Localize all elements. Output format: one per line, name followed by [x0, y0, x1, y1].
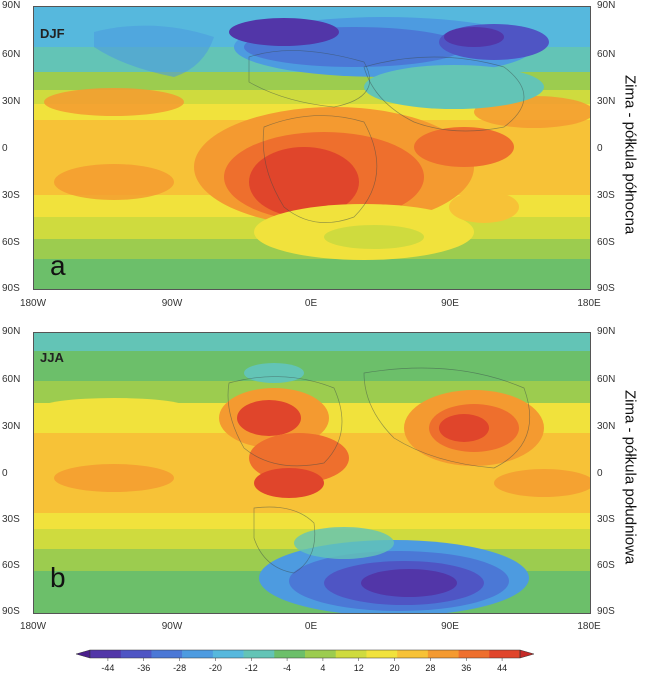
colorbar: -44 -36 -28 -20 -12 -4 4 12 20 28 36 44: [60, 648, 550, 676]
lat-label-left: 90S: [2, 283, 20, 294]
lat-label-left: 30N: [2, 421, 21, 432]
lat-label-right: 90S: [597, 606, 615, 617]
lon-label: 90W: [161, 621, 183, 632]
colorbar-segment: [335, 650, 367, 658]
side-title-a-text: Zima - półkula północna: [621, 75, 639, 235]
colorbar-tick-label: 36: [461, 663, 471, 673]
colorbar-segment: [151, 650, 183, 658]
season-label-djf: DJF: [40, 26, 65, 41]
colorbar-tick-label: -12: [245, 663, 258, 673]
colorbar-tick-label: -4: [283, 663, 291, 673]
lon-label: 90W: [161, 298, 183, 309]
colorbar-segment: [243, 650, 275, 658]
panel-a-djf: DJF a 90N 60N 30N 0 30S 60S 90S 90N 60N …: [0, 0, 650, 320]
lat-label-right: 60S: [597, 560, 615, 571]
panel-b-jja: JJA b 90N 60N 30N 0 30S 60S 90S 90N 60N …: [0, 322, 650, 640]
lon-label: 180E: [577, 298, 601, 309]
colorbar-segment: [120, 650, 152, 658]
colorbar-tick-label: -20: [209, 663, 222, 673]
map-jja: [33, 332, 591, 614]
colorbar-segment: [427, 650, 459, 658]
colorbar-segment: [182, 650, 214, 658]
lat-label-left: 60N: [2, 374, 21, 385]
lat-label-left: 30N: [2, 96, 21, 107]
colorbar-segment: [212, 650, 244, 658]
lon-label: 180W: [19, 621, 47, 632]
lat-label-right: 30S: [597, 190, 615, 201]
colorbar-segment: [274, 650, 306, 658]
map-jja-field: [34, 333, 590, 613]
colorbar-svg: -44 -36 -28 -20 -12 -4 4 12 20 28 36 44: [75, 649, 535, 673]
colorbar-tick-label: 44: [497, 663, 507, 673]
lon-label: 0E: [304, 621, 318, 632]
side-title-b-text: Zima - półkula południowa: [621, 389, 639, 565]
colorbar-segment: [489, 650, 521, 658]
colorbar-tick-label: 28: [425, 663, 435, 673]
colorbar-extend-high: [519, 649, 535, 659]
colorbar-extend-low: [75, 649, 91, 659]
lat-label-left: 30S: [2, 190, 20, 201]
lat-label-right: 60N: [597, 374, 616, 385]
lat-label-left: 60N: [2, 49, 21, 60]
lon-label: 0E: [304, 298, 318, 309]
lat-label-left: 90N: [2, 326, 21, 337]
colorbar-segment: [458, 650, 490, 658]
panel-letter-a: a: [50, 250, 66, 281]
lat-label-right: 90N: [597, 326, 616, 337]
lat-label-left: 90S: [2, 606, 20, 617]
colorbar-segment: [90, 650, 122, 658]
lat-label-right: 0: [597, 468, 603, 479]
map-djf: [33, 6, 591, 290]
panel-letter-b: b: [50, 562, 66, 593]
colorbar-tick-label: -36: [137, 663, 150, 673]
colorbar-tick-label: -44: [101, 663, 114, 673]
colorbar-frame: [89, 649, 521, 659]
colorbar-tick-label: 20: [390, 663, 400, 673]
season-label-jja: JJA: [40, 350, 64, 365]
colorbar-tick-label: 12: [354, 663, 364, 673]
colorbar-segment: [305, 650, 337, 658]
colorbar-tick-label: 4: [320, 663, 325, 673]
colorbar-segment: [366, 650, 398, 658]
lat-label-right: 60S: [597, 237, 615, 248]
lat-label-right: 30S: [597, 514, 615, 525]
lon-label: 90E: [441, 621, 459, 632]
lat-label-right: 30N: [597, 96, 616, 107]
lat-label-left: 0: [2, 468, 8, 479]
lat-label-right: 90N: [597, 0, 616, 11]
lat-label-right: 0: [597, 143, 603, 154]
lat-label-right: 60N: [597, 49, 616, 60]
lat-label-left: 90N: [2, 0, 21, 11]
lat-label-left: 60S: [2, 560, 20, 571]
lat-label-right: 90S: [597, 283, 615, 294]
lon-label: 90E: [441, 298, 459, 309]
colorbar-segment: [397, 650, 429, 658]
colorbar-tick-label: -28: [173, 663, 186, 673]
lon-label: 180E: [577, 621, 601, 632]
side-title-b: Zima - półkula południowa: [612, 342, 648, 612]
lat-label-right: 30N: [597, 421, 616, 432]
lat-label-left: 60S: [2, 237, 20, 248]
map-djf-field: [34, 7, 590, 289]
lat-label-left: 30S: [2, 514, 20, 525]
lon-label: 180W: [19, 298, 47, 309]
side-title-a: Zima - półkula północna: [612, 20, 648, 290]
lat-label-left: 0: [2, 143, 8, 154]
